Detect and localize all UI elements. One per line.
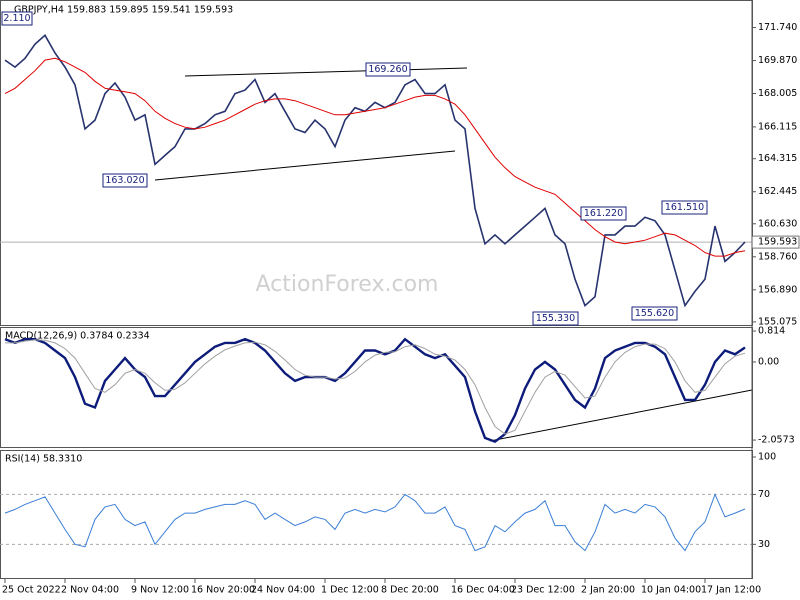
panel-title: RSI(14) 58.3310 bbox=[5, 454, 82, 465]
y-tick-label: 168.005 bbox=[758, 88, 797, 99]
trend-line bbox=[489, 389, 753, 442]
last-price-label: 159.593 bbox=[758, 237, 797, 248]
annotation-label: 2.110 bbox=[3, 13, 30, 24]
x-tick-label: 9 Nov 12:00 bbox=[131, 585, 189, 596]
annotation-box bbox=[631, 306, 678, 321]
x-tick-label: 25 Oct 2022 bbox=[2, 585, 61, 596]
annotation-label: 155.620 bbox=[635, 308, 674, 319]
price-annotation: 2.110 bbox=[1, 11, 33, 26]
trend-line bbox=[184, 67, 468, 77]
annotation-label: 155.330 bbox=[536, 313, 575, 324]
price-annotation: 169.260 bbox=[365, 62, 411, 77]
y-tick-label: 166.115 bbox=[758, 121, 797, 132]
watermark: ActionForex.com bbox=[256, 272, 439, 297]
y-tick-label: 100 bbox=[758, 452, 776, 463]
x-tick-label: 2 Jan 20:00 bbox=[581, 585, 635, 596]
annotation-box bbox=[102, 173, 148, 188]
x-tick-label: 23 Dec 12:00 bbox=[511, 585, 575, 596]
annotation-box bbox=[532, 311, 579, 326]
y-tick-label: 0.814 bbox=[758, 326, 785, 337]
price-annotation: 161.510 bbox=[661, 200, 708, 215]
y-tick-label: 0.00 bbox=[758, 356, 779, 367]
annotation-label: 161.510 bbox=[665, 202, 704, 213]
x-tick-label: 2 Nov 04:00 bbox=[61, 585, 119, 596]
annotation-box bbox=[580, 206, 627, 221]
y-tick-label: 70 bbox=[758, 489, 770, 500]
x-tick-label: 10 Jan 04:00 bbox=[641, 585, 701, 596]
x-tick-label: 24 Nov 04:00 bbox=[251, 585, 315, 596]
price-annotation: 161.220 bbox=[580, 206, 627, 221]
y-tick-label: 169.870 bbox=[758, 55, 797, 66]
price-annotation: 155.620 bbox=[631, 306, 678, 321]
annotation-box bbox=[661, 200, 708, 215]
trend-line bbox=[154, 150, 456, 181]
annotation-label: 161.220 bbox=[584, 208, 623, 219]
y-tick-label: 162.445 bbox=[758, 186, 797, 197]
series-line bbox=[5, 339, 746, 435]
annotation-label: 169.260 bbox=[368, 64, 407, 75]
x-tick-label: 8 Dec 20:00 bbox=[381, 585, 439, 596]
panel-title: GBPJPY,H4 159.883 159.895 159.541 159.59… bbox=[14, 5, 233, 16]
series-line bbox=[4, 337, 746, 444]
panel-title: MACD(12,26,9) 0.3784 0.2334 bbox=[5, 331, 150, 342]
price-annotation: 155.330 bbox=[532, 311, 579, 326]
x-tick-label: 17 Jan 12:00 bbox=[701, 585, 761, 596]
series-line bbox=[4, 493, 746, 552]
rsi-panel bbox=[0, 450, 753, 579]
annotation-label: 163.020 bbox=[105, 175, 144, 186]
annotation-box bbox=[365, 62, 411, 77]
x-tick-label: 16 Dec 04:00 bbox=[451, 585, 515, 596]
series-line bbox=[4, 34, 746, 308]
y-tick-label: -2.0573 bbox=[758, 435, 795, 446]
y-tick-label: 155.075 bbox=[758, 316, 797, 327]
y-tick-label: 158.760 bbox=[758, 251, 797, 262]
y-tick-label: 160.630 bbox=[758, 218, 797, 229]
y-tick-label: 171.740 bbox=[758, 22, 797, 33]
x-tick-label: 1 Dec 12:00 bbox=[321, 585, 379, 596]
y-tick-label: 156.890 bbox=[758, 284, 797, 295]
price-annotation: 163.020 bbox=[102, 173, 148, 188]
annotation-box bbox=[1, 11, 33, 26]
y-tick-label: 30 bbox=[758, 539, 770, 550]
x-tick-label: 16 Nov 20:00 bbox=[191, 585, 255, 596]
y-tick-label: 164.315 bbox=[758, 153, 797, 164]
series-line bbox=[4, 57, 746, 257]
